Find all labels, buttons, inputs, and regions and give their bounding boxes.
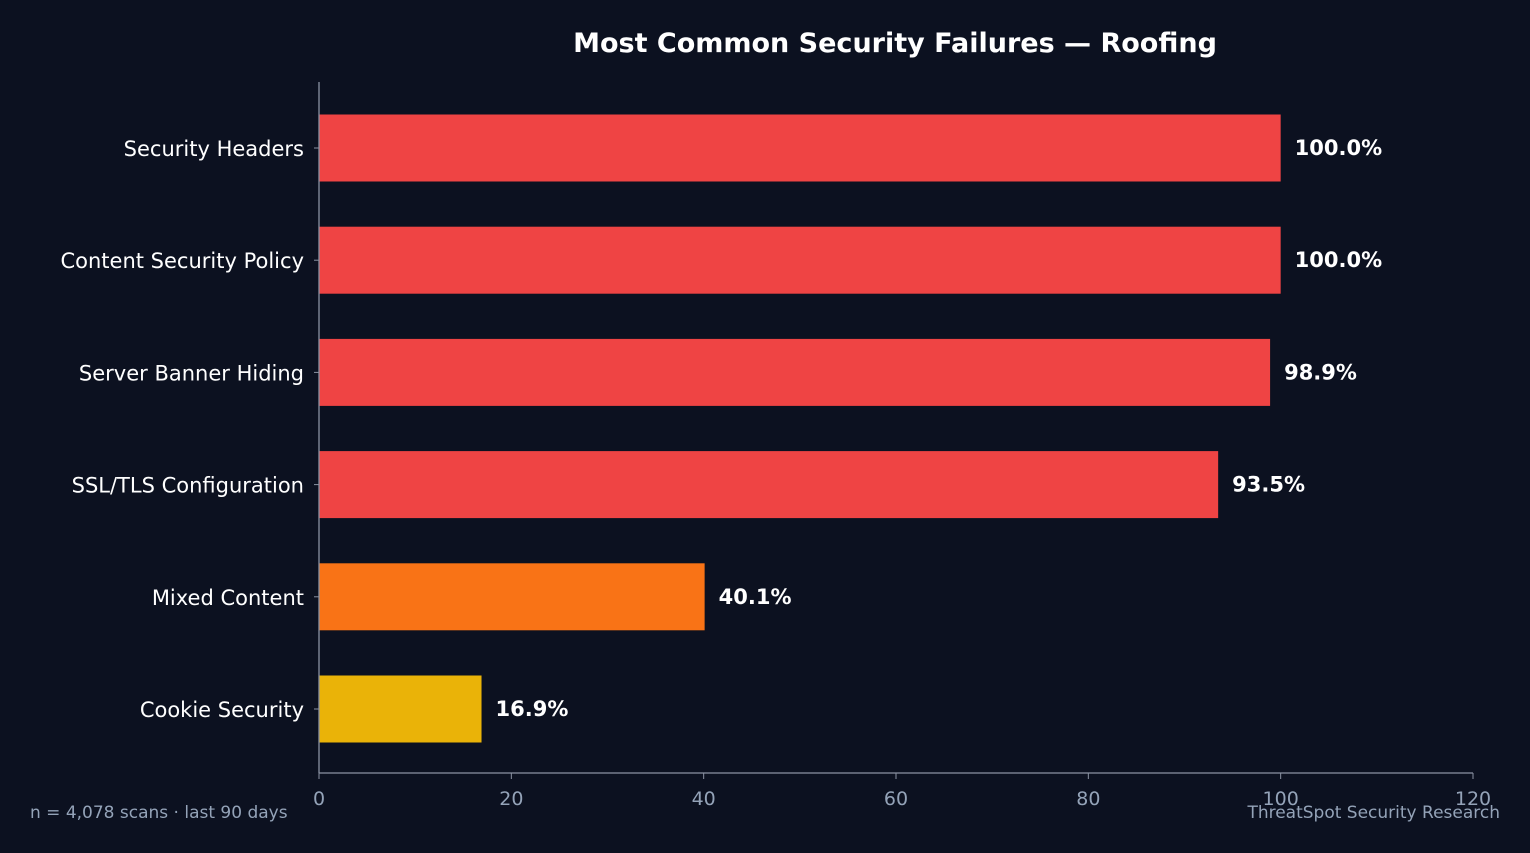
- bar-cookie-security: [319, 675, 482, 743]
- category-label-content-security-policy: Content Security Policy: [60, 249, 304, 273]
- bar-content-security-policy: [319, 226, 1281, 294]
- category-label-cookie-security: Cookie Security: [140, 698, 304, 722]
- bar-mixed-content: [319, 563, 705, 631]
- value-label-security-headers: 100.0%: [1295, 136, 1382, 160]
- value-label-mixed-content: 40.1%: [719, 585, 792, 609]
- bar-ssl-tls-configuration: [319, 451, 1219, 519]
- x-tick-label-0: 0: [313, 788, 325, 810]
- sample-size-footnote: n = 4,078 scans · last 90 days: [30, 803, 288, 823]
- category-label-mixed-content: Mixed Content: [152, 586, 304, 610]
- x-tick-label-100: 100: [1263, 788, 1299, 810]
- value-label-cookie-security: 16.9%: [496, 697, 569, 721]
- chart-title: Most Common Security Failures — Roofing: [573, 28, 1217, 59]
- value-label-server-banner-hiding: 98.9%: [1284, 360, 1357, 384]
- x-tick-label-80: 80: [1076, 788, 1100, 810]
- category-label-server-banner-hiding: Server Banner Hiding: [79, 361, 304, 385]
- category-label-security-headers: Security Headers: [124, 137, 304, 161]
- source-credit: ThreatSpot Security Research: [1247, 803, 1500, 823]
- category-label-ssl-tls-configuration: SSL/TLS Configuration: [72, 474, 304, 498]
- x-tick-label-60: 60: [884, 788, 908, 810]
- value-label-content-security-policy: 100.0%: [1295, 248, 1382, 272]
- bars-layer: 100.0% 100.0% 98.9% 93.5% 40.1% 16.9%: [319, 114, 1382, 743]
- bar-server-banner-hiding: [319, 338, 1271, 406]
- axes-layer: Security Headers Content Security Policy S…: [60, 82, 1491, 810]
- value-label-ssl-tls-configuration: 93.5%: [1232, 473, 1305, 497]
- x-tick-label-40: 40: [692, 788, 716, 810]
- x-tick-label-20: 20: [499, 788, 523, 810]
- bar-security-headers: [319, 114, 1281, 182]
- x-tick-label-120: 120: [1455, 788, 1491, 810]
